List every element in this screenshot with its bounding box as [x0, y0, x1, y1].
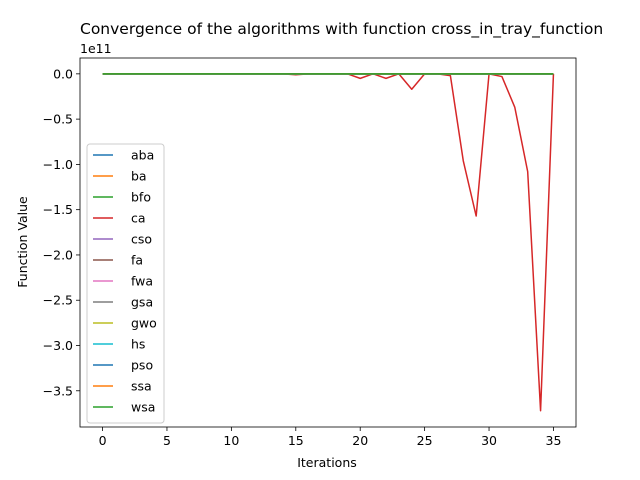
x-tick-label: 10	[223, 433, 239, 448]
x-tick-label: 30	[481, 433, 497, 448]
x-tick-label: 5	[163, 433, 171, 448]
legend-label-bfo: bfo	[131, 190, 151, 205]
legend-label-wsa: wsa	[131, 400, 155, 415]
y-tick-label: −3.0	[43, 338, 73, 353]
legend-label-gsa: gsa	[131, 295, 153, 310]
legend: aba ba bfo ca cso fa fwa gsa gwo hs pso ssa wsa	[86, 143, 165, 424]
y-tick-label: −3.5	[43, 383, 73, 398]
y-tick-label: −0.5	[43, 112, 73, 127]
legend-label-cso: cso	[131, 232, 152, 247]
legend-label-ssa: ssa	[131, 379, 152, 394]
x-tick-label: 20	[352, 433, 368, 448]
legend-box	[86, 143, 165, 424]
legend-label-aba: aba	[131, 148, 154, 163]
y-axis-label: Function Value	[15, 196, 30, 288]
y-tick-label: −2.0	[43, 247, 73, 262]
x-tick-label: 35	[546, 433, 562, 448]
x-axis-label: Iterations	[297, 455, 357, 470]
legend-label-fwa: fwa	[131, 274, 153, 289]
x-tick-label: 15	[288, 433, 304, 448]
y-tick-label: −1.0	[43, 157, 73, 172]
axes-frame	[79, 57, 577, 428]
legend-label-ca: ca	[131, 211, 146, 226]
x-tick-label: 0	[99, 433, 107, 448]
y-offset-label: 1e11	[80, 41, 112, 56]
legend-label-fa: fa	[131, 253, 143, 268]
y-tick-label: −2.5	[43, 293, 73, 308]
legend-label-gwo: gwo	[131, 316, 157, 331]
legend-label-hs: hs	[131, 337, 145, 352]
legend-label-pso: pso	[131, 358, 153, 373]
legend-label-ba: ba	[131, 169, 147, 184]
chart-title: Convergence of the algorithms with funct…	[80, 20, 603, 39]
plot-area: 0 5 10 15 20 25 30 35 0.0 −0.5 −1.0 −1.5 −2.0 −2.5 −3.…	[43, 57, 577, 448]
y-tick-label: 0.0	[53, 66, 73, 81]
y-tick-label: −1.5	[43, 202, 73, 217]
x-tick-label: 25	[417, 433, 433, 448]
